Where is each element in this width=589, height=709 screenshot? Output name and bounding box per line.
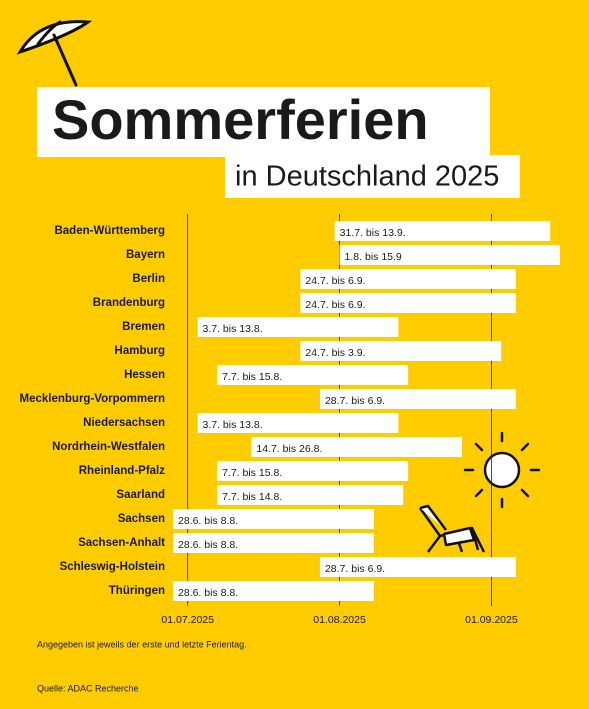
category-label: Brandenburg [93, 297, 165, 309]
bar [319, 557, 516, 577]
bar [217, 485, 404, 505]
category-label: Schleswig-Holstein [60, 561, 165, 573]
value-label: 3.7. bis 13.8. [202, 323, 262, 335]
chart-subtitle: in Deutschland 2025 [235, 161, 499, 193]
category-label: Hamburg [115, 345, 165, 357]
x-tick-label: 01.07.2025 [161, 614, 214, 626]
category-label: Rheinland-Pfalz [79, 465, 166, 477]
value-label: 24.7. bis 6.9. [305, 299, 365, 311]
subtitle-box [225, 155, 520, 198]
value-label: 28.6. bis 8.8. [178, 515, 238, 527]
value-label: 24.7. bis 3.9. [305, 347, 365, 359]
bar [217, 365, 409, 385]
value-label: 1.8. bis 15.9 [345, 251, 402, 263]
category-label: Hessen [124, 369, 165, 381]
category-label: Niedersachsen [83, 417, 165, 429]
value-label: 28.7. bis 6.9. [325, 563, 385, 575]
deckchair-icon [418, 504, 486, 553]
category-label: Bayern [126, 249, 165, 261]
bar [319, 389, 516, 409]
sun-icon [463, 431, 541, 509]
value-label: 28.6. bis 8.8. [178, 587, 238, 599]
bar [197, 317, 399, 337]
bar [197, 413, 399, 433]
value-label: 28.7. bis 6.9. [325, 395, 385, 407]
category-label: Berlin [132, 273, 165, 285]
category-label: Baden-Württemberg [54, 225, 165, 237]
bar [173, 509, 374, 529]
value-label: 7.7. bis 14.8. [222, 491, 282, 503]
bar [173, 533, 374, 553]
umbrella-icon [16, 20, 93, 87]
note: Angegeben ist jeweils der erste und letz… [37, 639, 247, 649]
category-label: Thüringen [109, 585, 165, 597]
bar [300, 269, 516, 289]
bar [251, 437, 463, 457]
source: Quelle: ADAC Recherche [37, 683, 139, 693]
value-label: 7.7. bis 15.8. [222, 467, 282, 479]
category-label: Bremen [122, 321, 165, 333]
category-label: Mecklenburg-Vorpommern [20, 393, 165, 405]
value-label: 3.7. bis 13.8. [202, 419, 262, 431]
value-label: 24.7. bis 6.9. [305, 275, 365, 287]
bar [300, 341, 502, 361]
x-tick-label: 01.08.2025 [313, 614, 366, 626]
bar [339, 245, 560, 265]
bar [173, 581, 374, 601]
bar [334, 221, 551, 241]
value-label: 28.6. bis 8.8. [178, 539, 238, 551]
bar [217, 461, 409, 481]
x-tick-label: 01.09.2025 [465, 614, 518, 626]
category-label: Nordrhein-Westfalen [52, 441, 165, 453]
category-label: Saarland [116, 489, 165, 501]
category-label: Sachsen-Anhalt [78, 537, 165, 549]
bar [300, 293, 516, 313]
chart-title: Sommerferien [52, 88, 429, 151]
value-label: 31.7. bis 13.9. [340, 227, 406, 239]
value-label: 14.7. bis 26.8. [256, 443, 322, 455]
value-label: 7.7. bis 15.8. [222, 371, 282, 383]
title-box [37, 87, 490, 157]
category-label: Sachsen [118, 513, 165, 525]
